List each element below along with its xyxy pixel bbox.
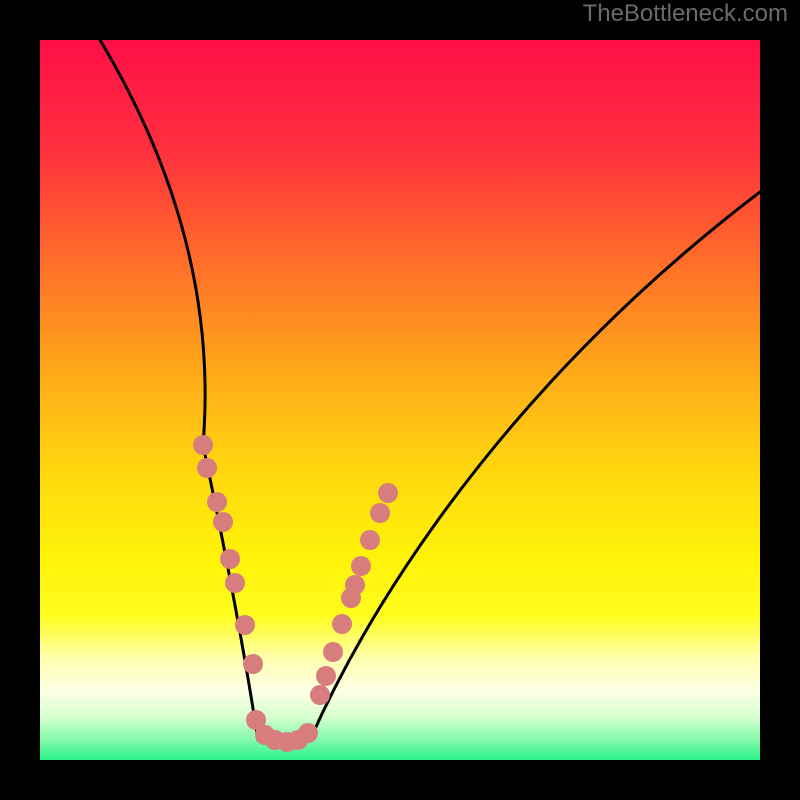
data-marker	[370, 503, 390, 523]
data-marker	[360, 530, 380, 550]
data-marker	[213, 512, 233, 532]
chart-svg	[40, 40, 760, 760]
gradient-background	[40, 40, 760, 760]
data-marker	[197, 458, 217, 478]
data-marker	[193, 435, 213, 455]
data-marker	[235, 615, 255, 635]
data-marker	[351, 556, 371, 576]
chart-container: TheBottleneck.com	[0, 0, 800, 800]
data-marker	[207, 492, 227, 512]
data-marker	[316, 666, 336, 686]
data-marker	[323, 642, 343, 662]
data-marker	[345, 575, 365, 595]
data-marker	[220, 549, 240, 569]
data-marker	[298, 723, 318, 743]
data-marker	[243, 654, 263, 674]
plot-area	[40, 40, 760, 760]
watermark-text: TheBottleneck.com	[583, 0, 788, 28]
data-marker	[378, 483, 398, 503]
data-marker	[310, 685, 330, 705]
data-marker	[225, 573, 245, 593]
data-marker	[332, 614, 352, 634]
